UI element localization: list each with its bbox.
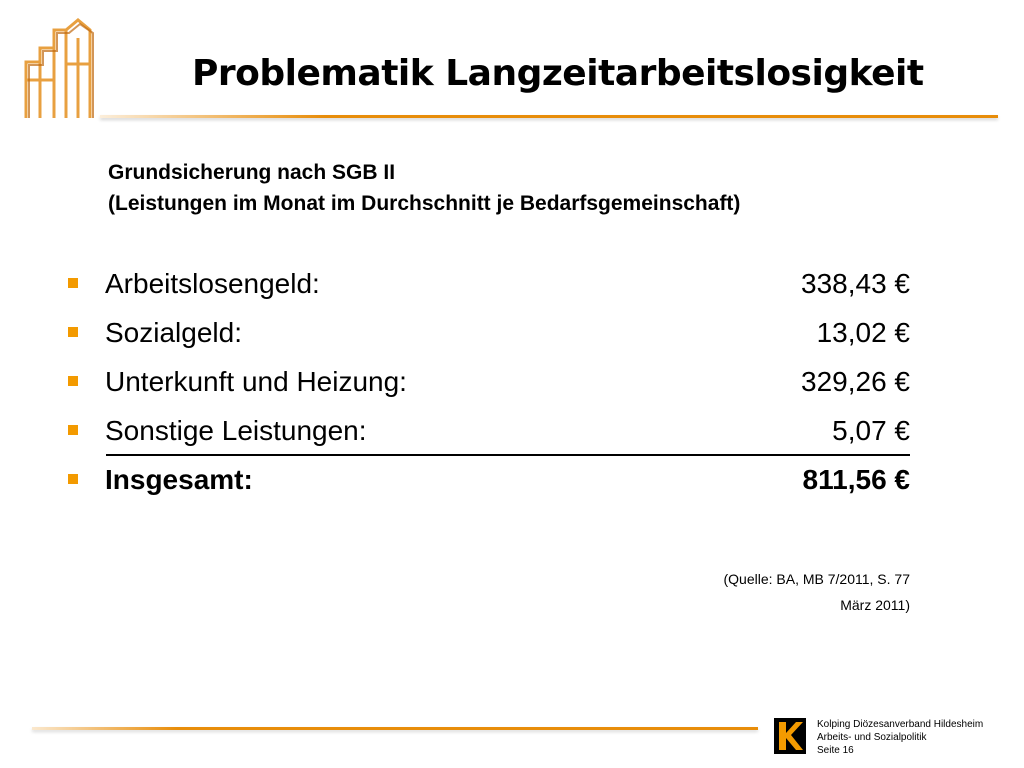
benefits-list: Arbeitslosengeld: 338,43 € Sozialgeld: 1… (64, 262, 916, 507)
square-bullet-icon (68, 376, 78, 386)
footer-organization: Kolping Diözesanverband Hildesheim (817, 719, 984, 730)
item-label: Sonstige Leistungen: (105, 415, 367, 446)
source-line-2: März 2011) (840, 597, 910, 613)
list-item: Sonstige Leistungen: 5,07 € (64, 409, 916, 458)
kolping-k-logo-icon (774, 718, 806, 754)
list-item: Sozialgeld: 13,02 € (64, 311, 916, 360)
total-label: Insgesamt: (105, 464, 253, 495)
square-bullet-icon (68, 474, 78, 484)
item-value: 13,02 € (816, 317, 910, 348)
subtitle-line-2: (Leistungen im Monat im Durchschnitt je … (108, 192, 741, 215)
list-item: Unterkunft und Heizung: 329,26 € (64, 360, 916, 409)
item-label: Arbeitslosengeld: (105, 268, 320, 299)
total-item: Insgesamt: 811,56 € (64, 458, 916, 507)
slide-title: Problematik Langzeitarbeitslosigkeit (192, 53, 924, 94)
subtitle-line-1: Grundsicherung nach SGB II (108, 161, 396, 184)
item-value: 338,43 € (801, 268, 910, 299)
footer-text: Kolping Diözesanverband Hildesheim Arbei… (817, 718, 983, 757)
item-label: Sozialgeld: (105, 317, 242, 348)
footer-page-number: Seite 16 (817, 745, 854, 756)
item-value: 5,07 € (832, 415, 910, 446)
item-label: Unterkunft und Heizung: (105, 366, 407, 397)
square-bullet-icon (68, 425, 78, 435)
building-house-icon (24, 18, 94, 118)
sum-divider (106, 454, 910, 456)
square-bullet-icon (68, 327, 78, 337)
title-divider (100, 115, 998, 118)
square-bullet-icon (68, 278, 78, 288)
source-note: (Quelle: BA, MB 7/2011, S. 77 März 2011) (723, 566, 910, 618)
footer-divider (32, 727, 758, 730)
list-item: Arbeitslosengeld: 338,43 € (64, 262, 916, 311)
item-value: 329,26 € (801, 366, 910, 397)
total-value: 811,56 € (802, 464, 910, 495)
subtitle: Grundsicherung nach SGB II (Leistungen i… (108, 157, 740, 219)
source-line-1: (Quelle: BA, MB 7/2011, S. 77 (723, 571, 910, 587)
footer-department: Arbeits- und Sozialpolitik (817, 732, 927, 743)
